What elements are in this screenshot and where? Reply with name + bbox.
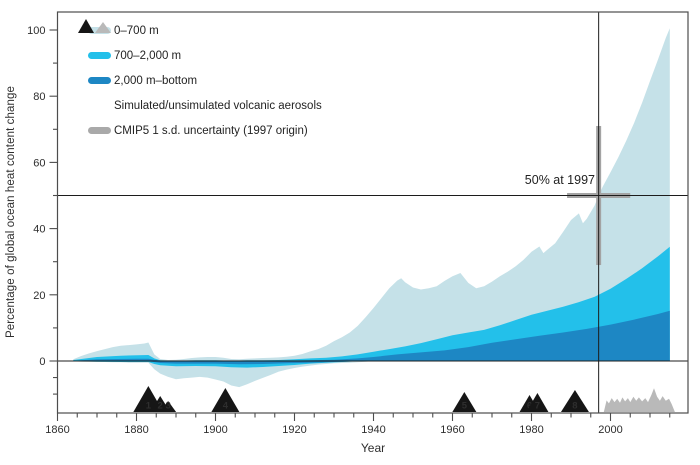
plot-frame xyxy=(56,11,689,414)
x-tick-label-1980: 1980 xyxy=(519,424,543,436)
x-ticks-group xyxy=(56,413,671,421)
x-tick-label-1860: 1860 xyxy=(45,424,69,436)
x-tick-label-1940: 1940 xyxy=(361,424,385,436)
volcano-number-6: 6 xyxy=(527,401,532,412)
legend-item-cmip5-uncertainty: CMIP5 1 s.d. uncertainty (1997 origin) xyxy=(78,118,322,143)
area-700-2000m xyxy=(73,246,670,368)
area-2000m-bottom xyxy=(73,310,670,365)
y-tick-label-100: 100 xyxy=(27,25,45,37)
y-tick-label-60: 60 xyxy=(33,157,45,169)
volcano-number-3: 3 xyxy=(165,401,170,412)
legend-label-0-700m: 0–700 m xyxy=(114,24,159,37)
y-tick-label-0: 0 xyxy=(39,356,45,368)
volcano-number-2: 2 xyxy=(158,401,163,412)
legend-label-volcanic-aerosols: Simulated/unsimulated volcanic aerosols xyxy=(114,99,322,112)
volcano-triangle-3 xyxy=(160,401,177,412)
legend-item-2000m-bottom: 2,000 m–bottom xyxy=(78,68,322,93)
y-tick-label-20: 20 xyxy=(33,290,45,302)
y-tick-label-80: 80 xyxy=(33,91,45,103)
area-series-group xyxy=(73,28,670,388)
x-tick-label-1920: 1920 xyxy=(282,424,306,436)
legend-label-700-2000m: 700–2,000 m xyxy=(114,49,182,62)
legend-item-volcanic-aerosols: Simulated/unsimulated volcanic aerosols xyxy=(78,19,322,118)
volcano-number-4: 4 xyxy=(223,401,229,412)
x-tick-label-1900: 1900 xyxy=(203,424,227,436)
y-ticks-group xyxy=(49,29,58,395)
unsimulated-aerosols-area xyxy=(603,388,675,412)
area-0-700m xyxy=(73,28,670,388)
x-tick-label-2000: 2000 xyxy=(598,424,622,436)
y-axis-title: Percentage of global ocean heat content … xyxy=(5,85,17,339)
volcano-triangles-icon xyxy=(78,19,111,33)
x-tick-label-1960: 1960 xyxy=(440,424,464,436)
legend-label-cmip5-uncertainty: CMIP5 1 s.d. uncertainty (1997 origin) xyxy=(114,124,308,137)
volcano-number-5: 5 xyxy=(462,401,468,412)
volcano-triangle-5 xyxy=(452,392,477,412)
volcano-number-1: 1 xyxy=(146,401,152,412)
legend-item-700-2000m: 700–2,000 m xyxy=(78,43,322,68)
volcano-triangle-4 xyxy=(211,388,240,412)
legend-item-0-700m: 0–700 m xyxy=(78,18,322,43)
annotation-50-percent-1997: 50% at 1997 xyxy=(524,173,595,187)
volcano-number-7: 7 xyxy=(535,401,540,412)
x-tick-label-1880: 1880 xyxy=(124,424,148,436)
legend: 0–700 m 700–2,000 m 2,000 m–bottom Simul… xyxy=(78,18,322,143)
volcano-number-8: 8 xyxy=(572,401,577,412)
legend-label-2000m-bottom: 2,000 m–bottom xyxy=(114,74,198,87)
legend-swatch-cmip5-icon xyxy=(88,127,111,134)
volcano-triangle-7 xyxy=(526,393,549,412)
legend-swatch-700-2000m-icon xyxy=(88,52,111,59)
y-tick-label-40: 40 xyxy=(33,224,45,236)
volcano-triangle-8 xyxy=(560,390,589,412)
x-axis-title: Year xyxy=(360,441,386,455)
legend-swatch-2000m-bottom-icon xyxy=(88,77,111,84)
